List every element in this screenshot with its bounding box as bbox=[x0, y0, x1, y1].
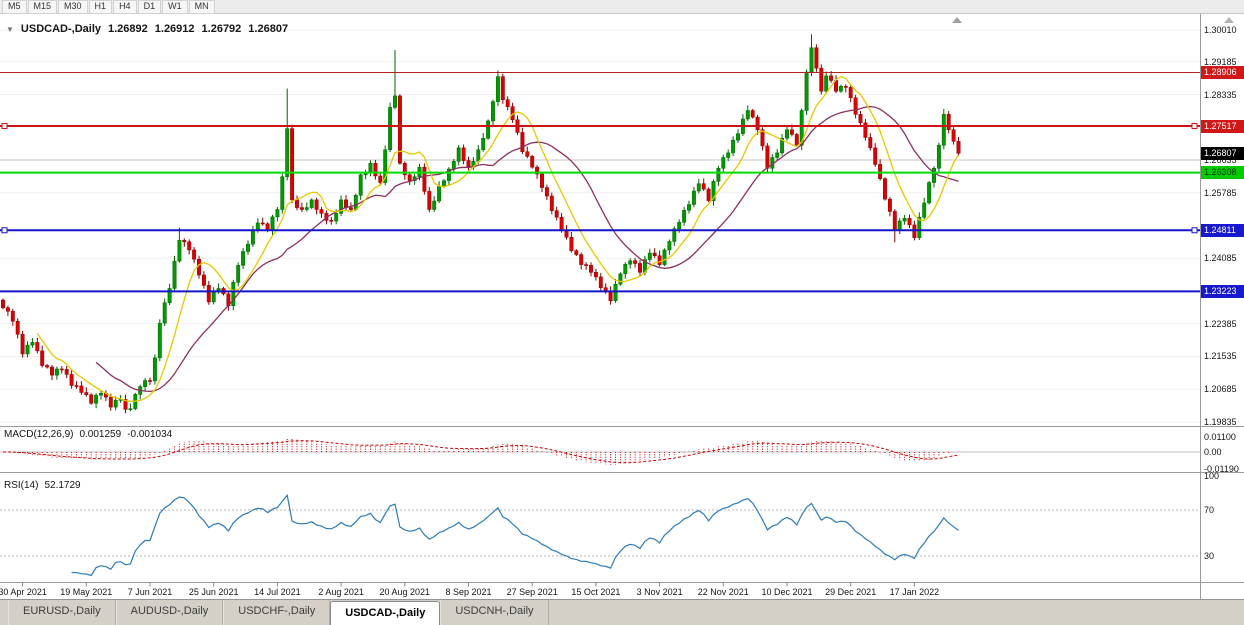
date-label: 3 Nov 2021 bbox=[636, 587, 683, 597]
candles-layer bbox=[1, 34, 961, 414]
timeframe-button-w1[interactable]: W1 bbox=[162, 0, 188, 14]
date-label: 8 Sep 2021 bbox=[445, 587, 492, 597]
timeframe-button-d1[interactable]: D1 bbox=[137, 0, 162, 14]
date-label: 22 Nov 2021 bbox=[697, 587, 749, 597]
chart-tab-bar: EURUSD-,Daily AUDUSD-,Daily USDCHF-,Daily U… bbox=[0, 599, 1244, 625]
date-label: 29 Dec 2021 bbox=[825, 587, 877, 597]
rsi-axis-tick: 70 bbox=[1204, 505, 1215, 515]
macd-axis-tick: 0.01100 bbox=[1204, 431, 1236, 442]
macd-signal-line bbox=[3, 440, 959, 464]
price-tick: 1.29185 bbox=[1204, 56, 1237, 67]
date-label: 30 Apr 2021 bbox=[0, 587, 47, 597]
macd-histogram bbox=[7, 438, 959, 465]
macd-axis-tick: 0.00 bbox=[1204, 447, 1222, 457]
date-axis[interactable]: 30 Apr 2021 19 May 2021 7 Jun 2021 25 Jun 2… bbox=[0, 587, 1200, 600]
level-price-badge: 1.28906 bbox=[1201, 66, 1244, 80]
level-price-badge: 1.24811 bbox=[1201, 223, 1244, 237]
chart-tab-audusd[interactable]: AUDUSD-,Daily bbox=[115, 600, 224, 625]
pane-separators bbox=[0, 14, 1244, 599]
date-label: 10 Dec 2021 bbox=[761, 587, 813, 597]
rsi-line bbox=[71, 493, 959, 577]
date-label: 20 Aug 2021 bbox=[379, 587, 431, 597]
hline-1.27517[interactable] bbox=[0, 123, 1200, 130]
date-label: 14 Jul 2021 bbox=[254, 587, 301, 597]
date-ticks bbox=[22, 582, 915, 587]
axis-scroll-icon[interactable] bbox=[1224, 17, 1234, 23]
price-tick: 1.30010 bbox=[1204, 25, 1237, 35]
chart-tab-usdcad[interactable]: USDCAD-,Daily bbox=[330, 601, 441, 625]
timeframe-button-m15[interactable]: M15 bbox=[27, 0, 58, 14]
price-tick: 1.26635 bbox=[1204, 155, 1237, 165]
price-tick: 1.24085 bbox=[1204, 253, 1237, 264]
timeframe-button-m5[interactable]: M5 bbox=[2, 0, 27, 14]
date-label: 15 Oct 2021 bbox=[571, 587, 621, 597]
price-tick: 1.22385 bbox=[1204, 318, 1237, 329]
ma-fast-line[interactable] bbox=[36, 75, 960, 402]
level-price-badge: 1.23223 bbox=[1201, 284, 1244, 298]
grid-layer bbox=[0, 29, 1200, 423]
level-price-badge: 1.26308 bbox=[1201, 166, 1244, 180]
price-axis[interactable]: 1.30010 1.29185 1.28335 1.26635 1.25785 1.240… bbox=[1201, 14, 1244, 599]
date-label: 25 Jun 2021 bbox=[188, 587, 239, 597]
chart-tab-eurusd[interactable]: EURUSD-,Daily bbox=[8, 600, 116, 625]
price-tick: 1.28335 bbox=[1204, 89, 1237, 100]
price-tick: 1.21535 bbox=[1204, 351, 1237, 362]
timeframe-toolbar: M5 M15 M30 H1 H4 D1 W1 MN bbox=[0, 0, 1244, 14]
price-chart[interactable] bbox=[0, 14, 1244, 599]
timeframe-button-h1[interactable]: H1 bbox=[88, 0, 113, 14]
date-label: 19 May 2021 bbox=[60, 587, 113, 597]
rsi-axis-tick: 100 bbox=[1204, 470, 1220, 481]
price-tick: 1.20685 bbox=[1204, 384, 1237, 395]
hline-1.24811[interactable] bbox=[0, 227, 1200, 234]
macd-axis-tick: -0.01190 bbox=[1204, 463, 1239, 474]
price-tick: 1.25785 bbox=[1204, 187, 1237, 198]
chart-tab-usdcnh[interactable]: USDCNH-,Daily bbox=[440, 600, 549, 625]
date-label: 7 Jun 2021 bbox=[127, 587, 173, 597]
rsi-axis-tick: 30 bbox=[1204, 551, 1215, 561]
chart-tab-usdchf[interactable]: USDCHF-,Daily bbox=[223, 600, 331, 625]
date-label: 2 Aug 2021 bbox=[318, 587, 364, 597]
chart-region: ▼ USDCAD-,Daily 1.26892 1.26912 1.26792 … bbox=[0, 14, 1244, 599]
timeframe-button-mn[interactable]: MN bbox=[188, 0, 215, 14]
timeframe-button-h4[interactable]: H4 bbox=[113, 0, 137, 14]
current-price-badge: 1.26807 bbox=[1201, 146, 1244, 160]
date-label: 17 Jan 2022 bbox=[889, 587, 940, 597]
level-price-badge: 1.27517 bbox=[1201, 119, 1244, 133]
price-tick: 1.19835 bbox=[1204, 416, 1237, 427]
timeframe-button-m30[interactable]: M30 bbox=[58, 0, 88, 14]
chart-shift-marker-icon[interactable] bbox=[952, 17, 962, 23]
date-label: 27 Sep 2021 bbox=[506, 587, 558, 597]
